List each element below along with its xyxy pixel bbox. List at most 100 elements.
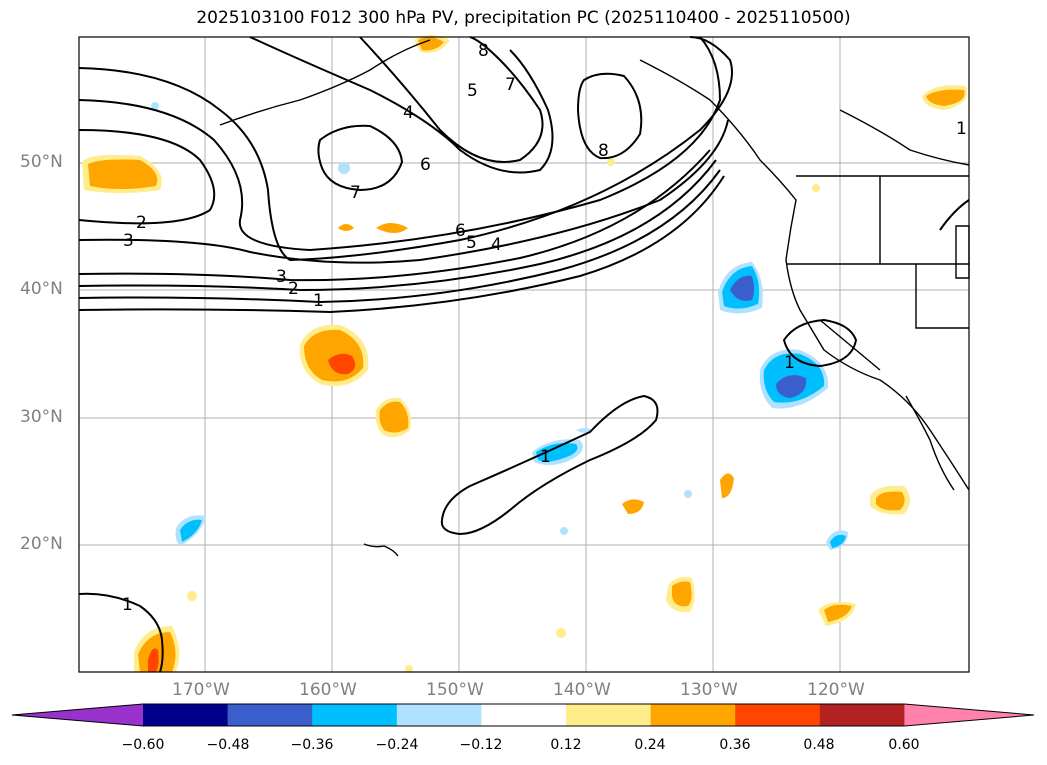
pv-contour-line — [78, 36, 722, 252]
colorbar-segment — [735, 704, 821, 726]
contour-label: 1 — [122, 595, 133, 615]
coastlines — [219, 39, 970, 557]
colorbar — [11, 703, 1035, 727]
precip-area — [830, 534, 846, 548]
colorbar-tick-label: −0.12 — [459, 737, 503, 753]
pv-contours — [78, 36, 970, 673]
precip-area — [576, 428, 592, 433]
precip-area — [730, 275, 754, 301]
pv-contour-line — [782, 318, 858, 368]
contour-labels: 2 3 3 2 1 4 5 7 8 6 7 8 6 5 4 1 1 1 1 — [122, 41, 967, 615]
precip-area — [187, 591, 197, 601]
contour-label: 4 — [491, 235, 502, 255]
lat-label-20n: 20°N — [20, 534, 63, 554]
lat-label-40n: 40°N — [20, 279, 63, 299]
border-state — [915, 264, 969, 329]
precip-area — [560, 527, 568, 535]
colorbar-outline — [11, 703, 1035, 727]
pv-contour-line — [78, 149, 711, 282]
coastline-baja — [905, 395, 955, 491]
contour-label: 5 — [466, 233, 477, 253]
contour-label: 2 — [288, 279, 299, 299]
coastline-alaska — [219, 39, 431, 126]
contour-label: 1 — [784, 353, 795, 373]
pv-contour-line — [939, 199, 970, 231]
contour-label: 3 — [276, 267, 287, 287]
pv-contour-line — [576, 72, 643, 160]
colorbar-tick-label: −0.60 — [121, 737, 165, 753]
grid-lines — [79, 37, 969, 672]
pv-contour-line — [440, 394, 659, 536]
precip-area — [876, 491, 905, 511]
pv-contour-line — [359, 36, 544, 163]
precip-area — [824, 604, 852, 622]
contour-label: 2 — [136, 213, 147, 233]
colorbar-tick-label: 0.12 — [550, 737, 582, 753]
contour-label: 1 — [313, 291, 324, 311]
precip-area — [148, 648, 159, 672]
contour-label: 8 — [478, 41, 489, 61]
map-plot: 2 3 3 2 1 4 5 7 8 6 7 8 6 5 4 1 1 1 1 — [78, 35, 970, 673]
contour-label: 3 — [123, 231, 134, 251]
precip-area — [926, 89, 965, 106]
colorbar-tick-label: −0.24 — [375, 737, 419, 753]
precip-area — [672, 581, 692, 607]
colorbar-tick-label: −0.48 — [206, 737, 250, 753]
contour-label: 6 — [420, 155, 431, 175]
colorbar-segment — [566, 704, 652, 726]
pv-contour-line — [78, 169, 721, 304]
colorbar-tick-label: 0.36 — [719, 737, 751, 753]
colorbar-tick-label: −0.36 — [290, 737, 334, 753]
contour-label: 5 — [467, 81, 478, 101]
precip-area — [776, 375, 807, 398]
precip-area — [556, 628, 566, 638]
pv-contour-line — [78, 592, 164, 673]
map-frame — [78, 36, 970, 673]
lon-label-130w: 130°W — [680, 680, 738, 700]
map-title: 2025103100 F012 300 hPa PV, precipitatio… — [196, 8, 851, 28]
precip-area — [418, 37, 444, 51]
colorbar-extend-max — [904, 704, 1034, 726]
pv-contour-line — [78, 159, 717, 292]
colorbar-segment — [819, 704, 905, 726]
lon-label-120w: 120°W — [807, 680, 865, 700]
lon-label-140w: 140°W — [553, 680, 611, 700]
precip-area — [720, 473, 734, 498]
precip-shading — [82, 35, 968, 673]
precip-area — [328, 353, 356, 375]
border-state — [819, 319, 881, 371]
precip-area — [151, 102, 159, 110]
pv-contour-line — [317, 124, 404, 192]
border-canada — [839, 109, 970, 166]
contour-label: 6 — [455, 221, 466, 241]
colorbar-segment — [650, 704, 736, 726]
precip-area — [812, 184, 820, 192]
colorbar-tick-label: 0.24 — [634, 737, 666, 753]
precip-area — [607, 158, 615, 166]
map-background — [79, 37, 969, 672]
lon-label-160w: 160°W — [299, 680, 357, 700]
colorbar-segment — [312, 704, 398, 726]
pv-contour-line — [78, 129, 216, 225]
colorbar-segment — [143, 704, 229, 726]
precip-area — [684, 490, 692, 498]
precip-area — [338, 224, 354, 231]
contour-label: 1 — [540, 447, 551, 467]
precip-area — [338, 162, 350, 174]
precip-area — [379, 401, 409, 433]
pv-contour-line — [78, 175, 725, 314]
colorbar-segment — [227, 704, 313, 726]
precip-area — [536, 443, 578, 462]
pv-contour-line — [78, 36, 733, 262]
precip-area — [180, 519, 202, 542]
lat-label-30n: 30°N — [20, 407, 63, 427]
lat-label-50n: 50°N — [20, 152, 63, 172]
lon-label-170w: 170°W — [172, 680, 230, 700]
contour-label: 8 — [598, 141, 609, 161]
colorbar-segment — [396, 704, 482, 726]
precip-area — [88, 159, 158, 189]
colorbar-segment — [481, 704, 567, 726]
precip-area — [405, 665, 413, 673]
colorbar-tick-label: 0.48 — [803, 737, 835, 753]
colorbar-tick-label: 0.60 — [888, 737, 920, 753]
